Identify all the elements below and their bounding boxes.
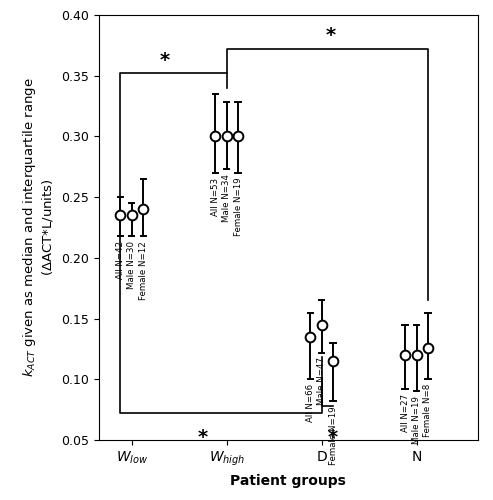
Text: Male N=34: Male N=34 <box>222 174 231 222</box>
X-axis label: Patient groups: Patient groups <box>230 474 347 488</box>
Y-axis label: $k_{ACT}$ given as median and interquartile range
($\Delta$ACT*L/units): $k_{ACT}$ given as median and interquart… <box>21 78 55 378</box>
Text: All N=27: All N=27 <box>401 394 410 432</box>
Text: All N=53: All N=53 <box>211 178 220 216</box>
Text: *: * <box>198 428 208 447</box>
Text: Female N=19: Female N=19 <box>234 178 243 236</box>
Text: *: * <box>328 428 338 447</box>
Text: Male N=47: Male N=47 <box>317 358 326 406</box>
Text: Female N=8: Female N=8 <box>423 384 432 438</box>
Text: All N=42: All N=42 <box>116 241 125 279</box>
Text: Female N=12: Female N=12 <box>139 241 148 300</box>
Text: Female N=19: Female N=19 <box>328 406 338 464</box>
Text: Male N=30: Male N=30 <box>127 241 137 289</box>
Text: *: * <box>160 50 170 70</box>
Text: *: * <box>326 26 336 46</box>
Text: Male N=19: Male N=19 <box>412 396 421 444</box>
Text: All N=66: All N=66 <box>306 384 315 422</box>
